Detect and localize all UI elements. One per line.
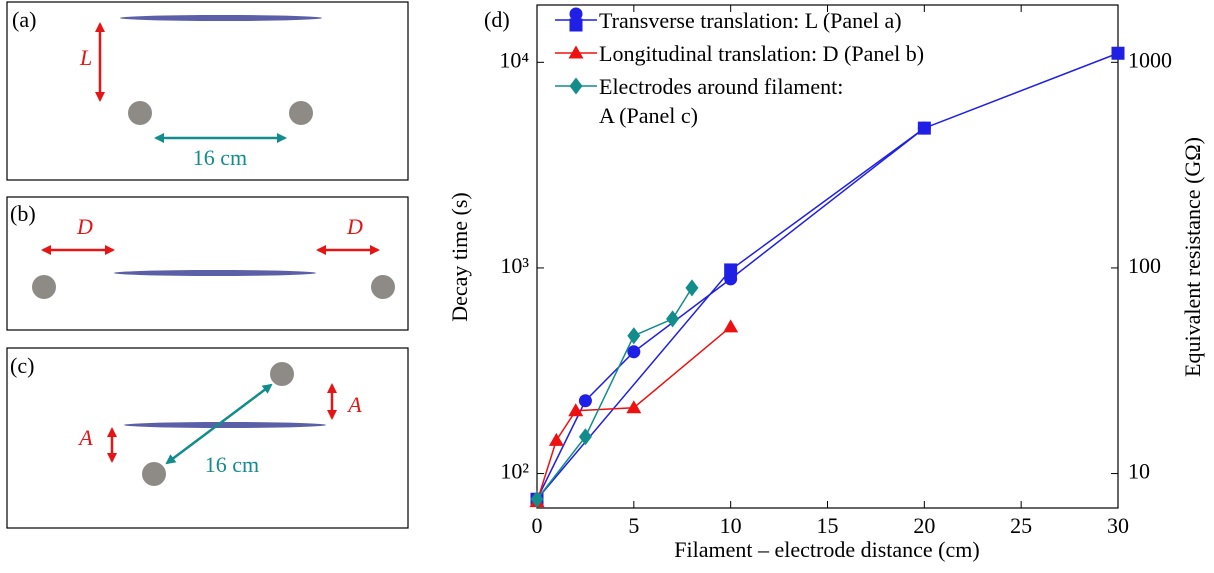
point	[626, 400, 642, 414]
x-tick-label: 10	[720, 513, 742, 538]
y2-tick-label: 100	[1128, 253, 1161, 278]
legend-swatch	[555, 7, 597, 32]
y2-axis-label: Equivalent resistance (GΩ)	[1180, 137, 1205, 377]
point	[548, 432, 564, 446]
y2-tick-label: 1000	[1128, 47, 1172, 72]
point	[724, 263, 738, 277]
panel-label: (b)	[10, 201, 36, 226]
legend-label: Electrodes around filament: A (Panel c)	[599, 74, 844, 128]
x-tick-label: 30	[1107, 513, 1129, 538]
point	[568, 45, 584, 59]
y-tick-label: 10²	[500, 459, 529, 484]
distance-label: 16 cm	[193, 145, 247, 170]
distance-label: 16 cm	[205, 452, 259, 477]
x-tick-label: 0	[532, 513, 543, 538]
point	[530, 490, 544, 508]
legend-entry: Electrodes around filament: A (Panel c)	[553, 72, 924, 130]
point	[569, 18, 583, 32]
x-tick-label: 25	[1010, 513, 1032, 538]
panel-c: (c) A A 16 cm	[6, 347, 409, 529]
point	[917, 121, 931, 135]
point	[568, 403, 584, 417]
point	[569, 7, 583, 21]
legend-entry: Longitudinal translation: D (Panel b)	[553, 39, 924, 68]
point	[627, 327, 641, 345]
legend: Transverse translation: L (Panel a) Longi…	[553, 6, 924, 134]
legend-entry: Transverse translation: L (Panel a)	[553, 6, 924, 35]
point	[578, 428, 592, 446]
point	[1111, 46, 1125, 60]
panel-label: (c)	[10, 353, 34, 378]
legend-swatch	[555, 45, 597, 59]
point	[569, 77, 583, 95]
point	[723, 319, 739, 333]
x-tick-label: 20	[913, 513, 935, 538]
panel-label: (a)	[12, 7, 36, 32]
y-tick-label: 10⁴	[499, 47, 529, 72]
point	[578, 394, 592, 408]
panel-a: (a) L 16 cm	[6, 1, 409, 181]
x-tick-label: 5	[628, 513, 639, 538]
length-label: L	[79, 45, 92, 70]
offset-label: A	[346, 392, 362, 417]
point	[627, 345, 641, 359]
x-axis-label: Filament – electrode distance (cm)	[674, 537, 979, 562]
y-axis-label: Decay time (s)	[447, 192, 472, 322]
point	[685, 279, 699, 297]
y2-tick-label: 10	[1128, 459, 1150, 484]
x-tick-label: 15	[817, 513, 839, 538]
offset-label: D	[76, 214, 93, 239]
legend-label: Transverse translation: L (Panel a)	[599, 8, 902, 33]
y-tick-label: 10³	[500, 253, 529, 278]
offset-label: A	[77, 425, 93, 450]
series-line	[536, 127, 925, 500]
offset-label: D	[346, 214, 363, 239]
legend-label: Longitudinal translation: D (Panel b)	[599, 41, 925, 66]
legend-swatch	[555, 77, 597, 95]
panel-label: (d)	[484, 7, 510, 32]
series-line	[536, 52, 1119, 500]
panel-b: (b) D D	[6, 196, 409, 331]
point	[666, 310, 680, 328]
